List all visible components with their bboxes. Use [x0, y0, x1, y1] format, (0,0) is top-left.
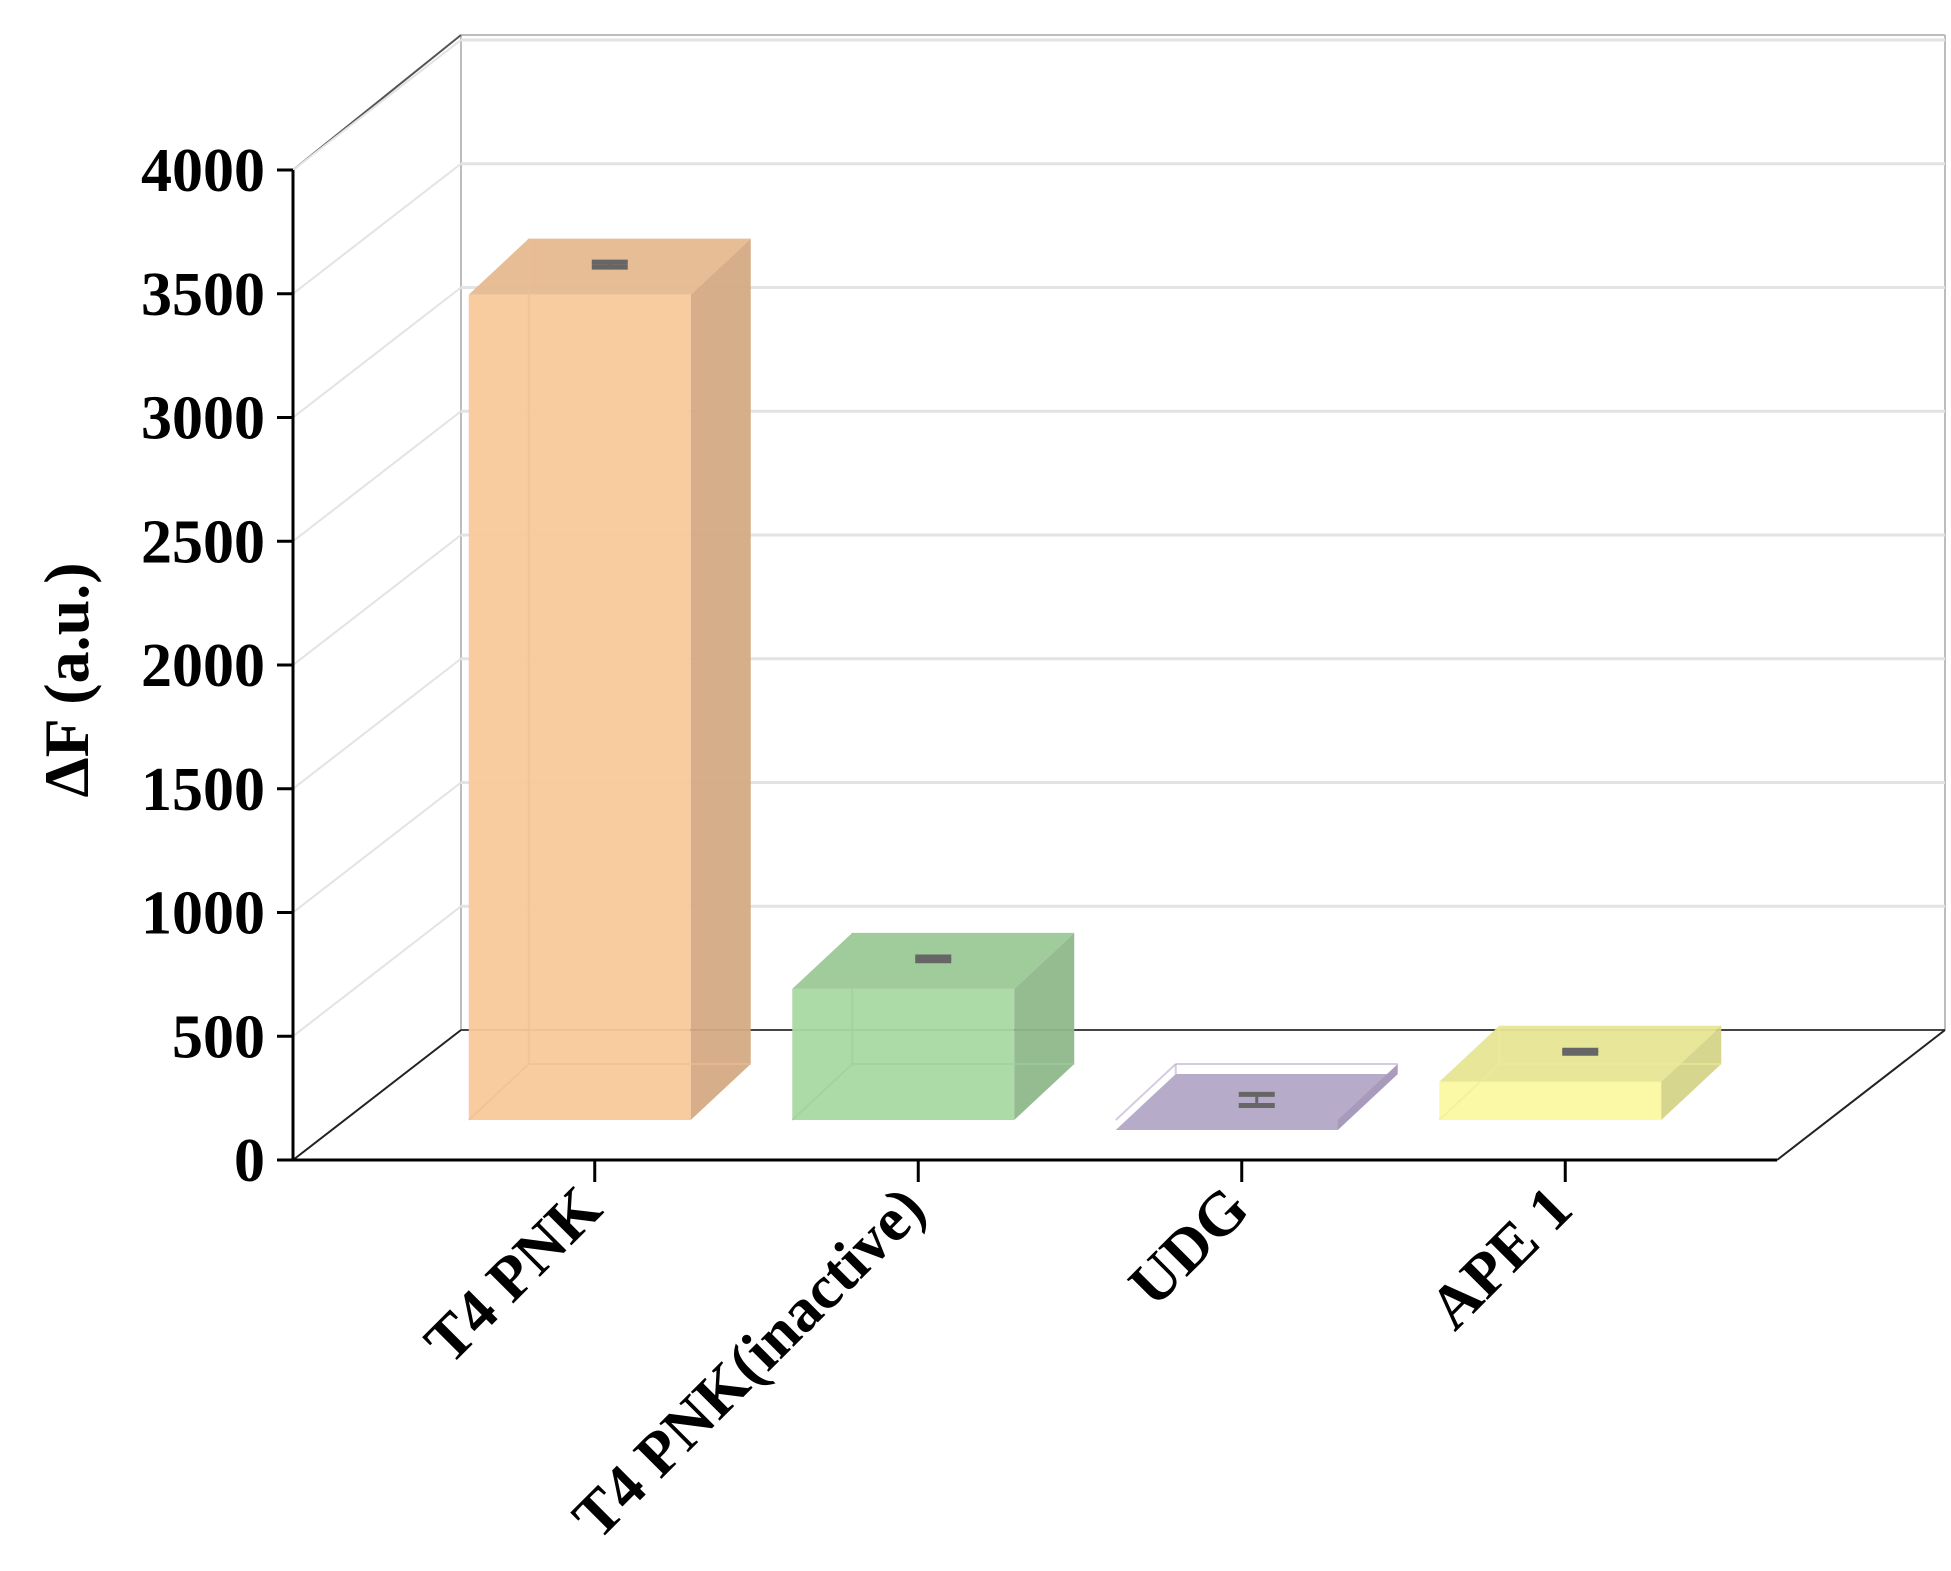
axes [277, 168, 1777, 1182]
bar-front [1439, 1081, 1662, 1120]
y-tick-label: 3000 [141, 385, 265, 453]
bar [468, 238, 751, 1121]
x-tick-label: UDG [1116, 1174, 1262, 1320]
bar-inner-edge [468, 1063, 530, 1121]
y-tick-label: 1000 [141, 880, 265, 948]
y-tick-label: 0 [234, 1127, 265, 1195]
y-tick-labels: 0 500 1000 1500 2000 2500 3000 3500 4000 [141, 137, 265, 1195]
bar-side [1661, 1025, 1722, 1120]
error-bar [591, 259, 628, 270]
error-bar [915, 954, 952, 964]
bar-front [792, 988, 1015, 1120]
bar-inner-edge [1438, 1063, 1500, 1121]
bar-inner-edge [791, 1063, 853, 1121]
bar-side [1014, 932, 1075, 1120]
bar [1438, 1025, 1722, 1121]
x-tick-label: T4 PNK [412, 1174, 615, 1377]
bar-front [468, 294, 691, 1120]
bar [791, 932, 1075, 1121]
y-axis-title: ΔF (a.u.) [31, 562, 102, 797]
bar [1115, 1063, 1398, 1130]
side-gridline [292, 781, 462, 914]
x-tick-label: T4 PNK(inactive) [560, 1174, 938, 1552]
floor-right-depth-edge [1776, 1029, 1946, 1161]
x-tick-label: APE 1 [1417, 1174, 1586, 1343]
y-tick-label: 4000 [141, 137, 265, 205]
bar-side [1337, 1064, 1398, 1130]
bars [468, 238, 1722, 1130]
error-bar [1238, 1091, 1275, 1109]
side-gridline [292, 410, 462, 543]
y-tick-label: 3500 [141, 261, 265, 329]
side-gridline [292, 905, 462, 1038]
y-tick-label: 2000 [141, 632, 265, 700]
side-gridline [292, 534, 462, 666]
bar-side [690, 238, 751, 1120]
error-bar [1562, 1047, 1599, 1056]
side-gridline [292, 162, 462, 295]
side-gridline [292, 657, 462, 790]
y-tick-label: 1500 [141, 756, 265, 824]
y-tick-label: 2500 [141, 508, 265, 576]
floor-left-depth-edge [292, 1029, 462, 1161]
bar-inner-edge [1115, 1063, 1177, 1121]
side-gridline [292, 39, 462, 171]
side-gridline [292, 286, 462, 419]
y-tick-label: 500 [172, 1003, 265, 1071]
